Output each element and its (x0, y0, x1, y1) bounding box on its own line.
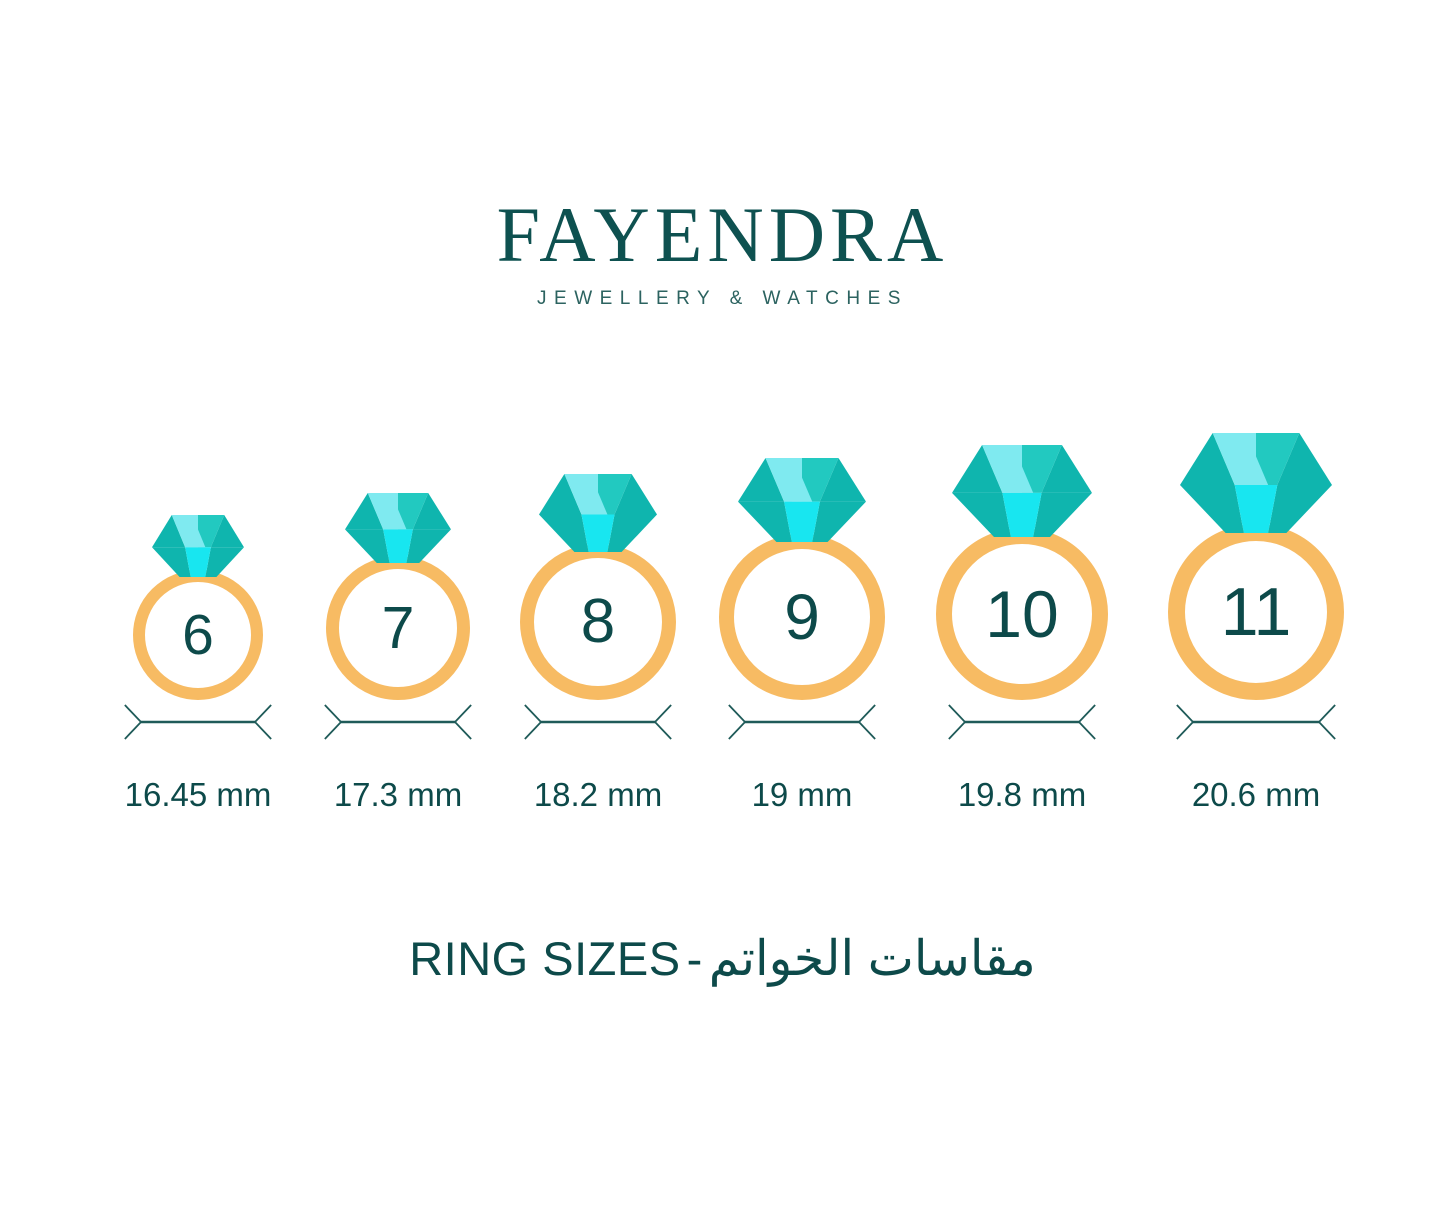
ring-size-column[interactable]: 8 18.2 mm (493, 440, 703, 820)
dimension-line (947, 702, 1097, 742)
diamond-icon (539, 474, 657, 552)
ring-measurement-label: 19 mm (751, 776, 853, 813)
ring-size-column[interactable]: 9 19 mm (697, 440, 907, 820)
ring-measurement-label: 19.8 mm (957, 776, 1087, 813)
ring-band: 10 (936, 528, 1108, 700)
ring-size-column[interactable]: 11 20.6 mm (1151, 433, 1361, 820)
ring-measurement-label: 16.45 mm (124, 776, 272, 813)
ring-size-row: 6 16.45 mm 7 17.3 mm 8 18.2 mm 9 19 mm 10 19.8 mm… (0, 433, 1445, 820)
page-title-en: RING SIZES (409, 932, 681, 985)
ring-illustration: 10 (936, 445, 1108, 700)
ring-size-number: 9 (784, 581, 820, 653)
dimension-line (523, 702, 673, 742)
page-title-ar: مقاسات الخواتم (708, 932, 1036, 986)
ring-band: 11 (1168, 524, 1344, 700)
ring-size-column[interactable]: 6 16.45 mm (93, 440, 303, 820)
ring-band: 7 (326, 556, 470, 700)
page-title: RING SIZES - مقاسات الخواتم (0, 930, 1445, 987)
ring-size-number: 7 (381, 594, 415, 661)
ring-size-number: 11 (1220, 574, 1292, 650)
ring-size-number: 10 (985, 577, 1059, 651)
dimension-line (1175, 702, 1337, 742)
ring-illustration: 8 (520, 474, 676, 700)
diamond-icon (952, 445, 1092, 537)
ring-illustration: 7 (326, 493, 470, 700)
ring-band: 8 (520, 544, 676, 700)
ring-size-number: 8 (580, 587, 616, 656)
ring-size-number: 6 (182, 602, 214, 667)
ring-band: 9 (719, 534, 885, 700)
brand-logo: FAYENDRA JEWELLERY & WATCHES (0, 196, 1445, 310)
dimension-line (323, 702, 473, 742)
ring-measurement-label: 18.2 mm (533, 776, 663, 813)
ring-illustration: 6 (133, 515, 263, 700)
brand-tagline: JEWELLERY & WATCHES (537, 288, 908, 309)
brand-name: FAYENDRA (496, 191, 949, 278)
diamond-icon (345, 493, 451, 563)
dimension-line (727, 702, 877, 742)
ring-illustration: 11 (1168, 433, 1344, 700)
page-title-separator: - (686, 932, 703, 985)
ring-measurement-label: 20.6 mm (1191, 776, 1321, 813)
diamond-icon (1180, 433, 1332, 533)
ring-size-column[interactable]: 10 19.8 mm (917, 440, 1127, 820)
diamond-icon (738, 458, 866, 542)
ring-size-column[interactable]: 7 17.3 mm (293, 440, 503, 820)
diamond-icon (152, 515, 244, 577)
ring-illustration: 9 (719, 458, 885, 700)
ring-measurement-label: 17.3 mm (333, 776, 463, 813)
dimension-line (123, 702, 273, 742)
ring-band: 6 (133, 570, 263, 700)
